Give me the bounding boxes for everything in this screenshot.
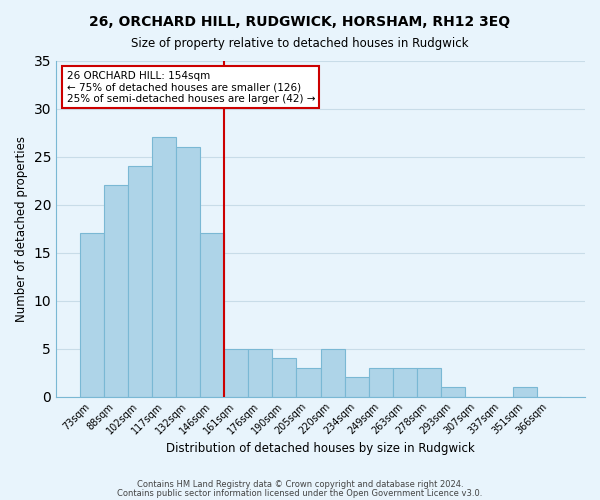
Bar — [104, 186, 128, 396]
Bar — [441, 387, 465, 396]
Bar — [248, 348, 272, 397]
Bar — [200, 234, 224, 396]
Text: Contains public sector information licensed under the Open Government Licence v3: Contains public sector information licen… — [118, 488, 482, 498]
Bar — [272, 358, 296, 397]
Bar — [80, 234, 104, 396]
Y-axis label: Number of detached properties: Number of detached properties — [15, 136, 28, 322]
Text: 26 ORCHARD HILL: 154sqm
← 75% of detached houses are smaller (126)
25% of semi-d: 26 ORCHARD HILL: 154sqm ← 75% of detache… — [67, 70, 315, 104]
Bar — [176, 147, 200, 396]
Bar — [344, 378, 368, 396]
Bar — [152, 138, 176, 396]
Text: Size of property relative to detached houses in Rudgwick: Size of property relative to detached ho… — [131, 38, 469, 51]
Bar — [224, 348, 248, 397]
Bar — [368, 368, 392, 396]
Bar — [320, 348, 344, 397]
Bar — [392, 368, 416, 396]
Bar — [128, 166, 152, 396]
Text: 26, ORCHARD HILL, RUDGWICK, HORSHAM, RH12 3EQ: 26, ORCHARD HILL, RUDGWICK, HORSHAM, RH1… — [89, 15, 511, 29]
Bar — [513, 387, 537, 396]
Bar — [416, 368, 441, 396]
Bar — [296, 368, 320, 396]
Text: Contains HM Land Registry data © Crown copyright and database right 2024.: Contains HM Land Registry data © Crown c… — [137, 480, 463, 489]
X-axis label: Distribution of detached houses by size in Rudgwick: Distribution of detached houses by size … — [166, 442, 475, 455]
